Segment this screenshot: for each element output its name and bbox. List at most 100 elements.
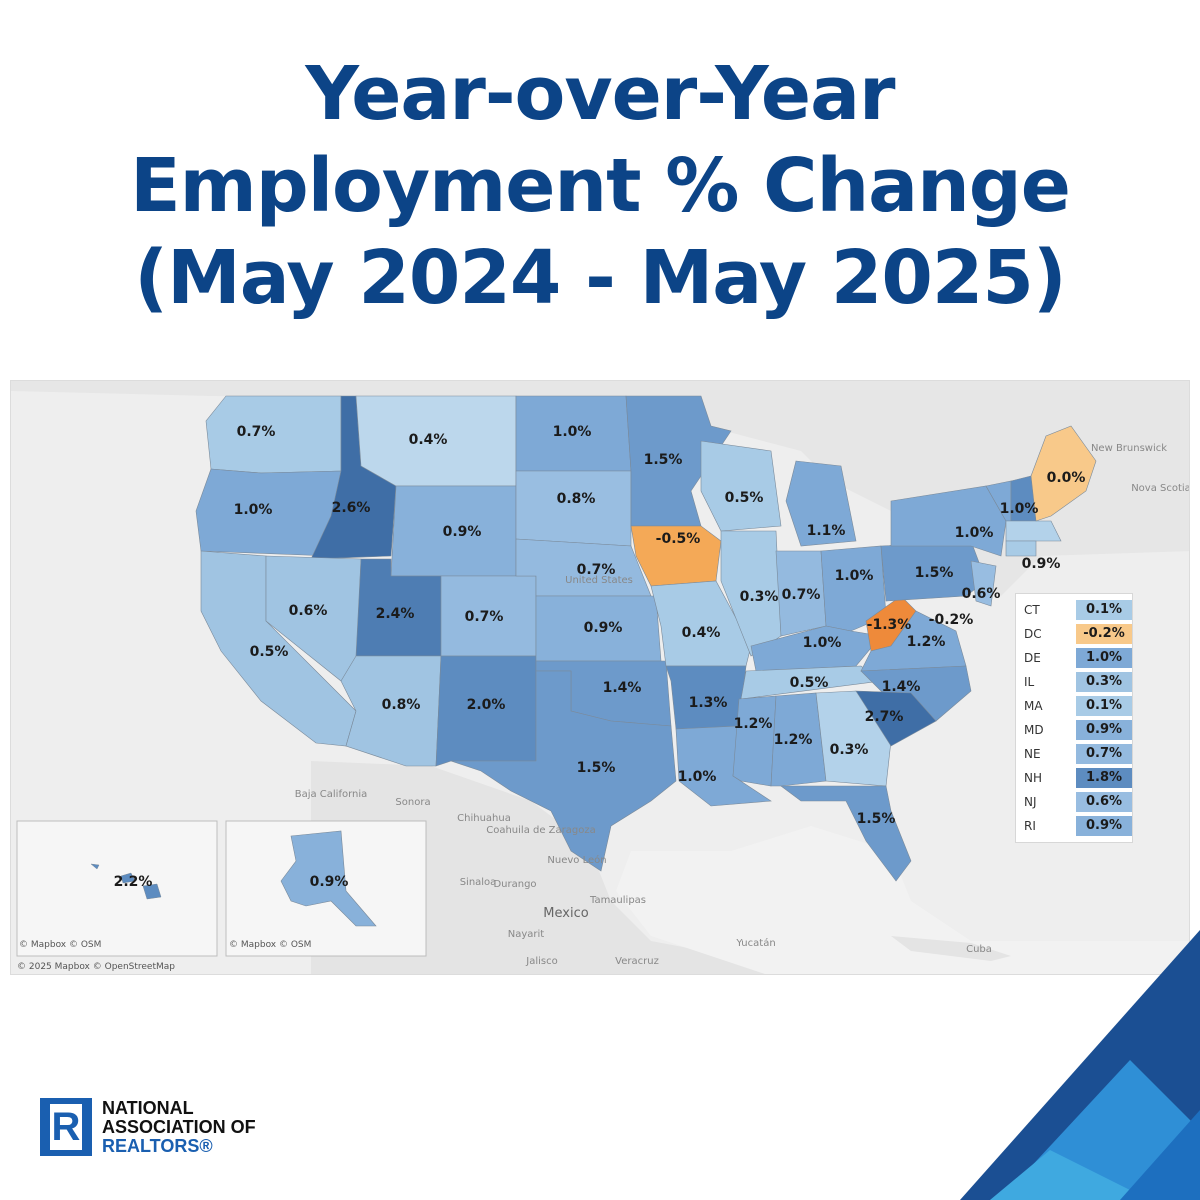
geo-label-united-states: United States <box>565 575 633 586</box>
state-label-mn: 1.5% <box>644 452 683 468</box>
state-label-ma: 0.9% <box>1022 556 1061 572</box>
legend-state-code: MD <box>1024 723 1044 737</box>
state-label-nm: 2.0% <box>467 697 506 713</box>
map-attribution: © 2025 Mapbox © OpenStreetMap <box>17 962 175 972</box>
state-label-ar: 1.3% <box>689 695 728 711</box>
state-ms[interactable] <box>732 695 777 787</box>
legend-state-code: RI <box>1024 819 1036 833</box>
state-label-wa: 0.7% <box>237 424 276 440</box>
state-label-id: 2.6% <box>332 500 371 516</box>
legend-value: 0.3% <box>1076 672 1132 692</box>
legend-value: -0.2% <box>1076 624 1132 644</box>
state-label-la: 1.0% <box>678 769 717 785</box>
state-hi[interactable] <box>90 863 162 900</box>
legend-row-il: IL 0.3% <box>1016 670 1132 694</box>
geo-label-chihuahua: Chihuahua <box>457 813 511 824</box>
geo-label-cuba: Cuba <box>966 944 992 955</box>
legend-row-dc: DC -0.2% <box>1016 622 1132 646</box>
state-label-fl: 1.5% <box>857 811 896 827</box>
legend-row-de: DE 1.0% <box>1016 646 1132 670</box>
state-label-or: 1.0% <box>234 502 273 518</box>
nar-logo[interactable]: R NATIONAL ASSOCIATION OF REALTORS® <box>40 1098 256 1156</box>
legend-row-ne: NE 0.7% <box>1016 742 1132 766</box>
state-label-ga: 0.3% <box>830 742 869 758</box>
page-title: Year-over-Year Employment % Change (May … <box>0 48 1200 324</box>
state-value-labels: 0.7% 1.0% 0.5% 2.6% 0.6% 0.4% 0.9% 2.4% 0.8% 0.7%… <box>114 424 1086 890</box>
state-tx[interactable] <box>450 670 677 872</box>
state-label-ms: 1.2% <box>734 716 773 732</box>
legend-state-code: IL <box>1024 675 1035 689</box>
state-label-ny: 1.0% <box>955 525 994 541</box>
legend-state-code: NJ <box>1024 795 1037 809</box>
nar-logo-mark: R <box>40 1098 92 1156</box>
state-label-az: 0.8% <box>382 697 421 713</box>
state-wi[interactable] <box>700 440 782 532</box>
state-label-ok: 1.4% <box>603 680 642 696</box>
geo-label-durango: Durango <box>493 879 536 890</box>
title-line-2: Employment % Change <box>130 143 1071 229</box>
logo-line-1: NATIONAL <box>102 1097 194 1118</box>
legend-value: 0.9% <box>1076 720 1132 740</box>
state-label-mi: 1.1% <box>807 523 846 539</box>
state-label-ks: 0.9% <box>584 620 623 636</box>
state-label-va: 1.2% <box>907 634 946 650</box>
geo-label-nayarit: Nayarit <box>508 929 545 940</box>
legend-state-code: DE <box>1024 651 1041 665</box>
state-al[interactable] <box>770 692 827 787</box>
state-label-tx: 1.5% <box>577 760 616 776</box>
state-label-nd: 1.0% <box>553 424 592 440</box>
state-label-ia: -0.5% <box>656 531 701 547</box>
state-label-wv: -1.3% <box>867 617 912 633</box>
state-nj[interactable] <box>970 560 997 607</box>
state-mn[interactable] <box>625 395 732 527</box>
state-label-dc: -0.2% <box>929 612 974 628</box>
legend-row-ri: RI 0.9% <box>1016 814 1132 838</box>
state-label-ak: 0.9% <box>310 874 349 890</box>
state-sc[interactable] <box>855 690 937 747</box>
state-label-il: 0.3% <box>740 589 779 605</box>
geo-label-baja-california: Baja California <box>295 789 368 800</box>
state-ak[interactable] <box>280 830 377 927</box>
title-line-3: (May 2024 - May 2025) <box>134 235 1066 321</box>
state-label-tn: 0.5% <box>790 675 829 691</box>
legend-row-nj: NJ 0.6% <box>1016 790 1132 814</box>
alaska-attribution: © Mapbox © OSM <box>229 940 311 950</box>
us-employment-map[interactable]: 0.7% 1.0% 0.5% 2.6% 0.6% 0.4% 0.9% 2.4% 0.8% 0.7%… <box>10 380 1190 975</box>
cuba-land <box>891 936 1011 961</box>
state-sd[interactable] <box>515 470 632 547</box>
state-label-ne: 0.7% <box>577 562 616 578</box>
legend-value: 0.7% <box>1076 744 1132 764</box>
hawaii-inset <box>16 820 218 957</box>
geographic-labels: New Brunswick Nova Scotia United States Baj… <box>295 443 1189 967</box>
legend-state-code: NH <box>1024 771 1042 785</box>
state-label-ca: 0.5% <box>250 644 289 660</box>
state-fl[interactable] <box>780 785 912 882</box>
state-label-ky: 1.0% <box>803 635 842 651</box>
state-label-me: 0.0% <box>1047 470 1086 486</box>
state-label-ut: 2.4% <box>376 606 415 622</box>
state-nc[interactable] <box>860 665 972 722</box>
state-label-pa: 1.5% <box>915 565 954 581</box>
geo-label-veracruz: Veracruz <box>615 956 659 967</box>
title-line-1: Year-over-Year <box>305 51 895 137</box>
state-label-wy: 0.9% <box>443 524 482 540</box>
geo-label-yucat-n: Yucatán <box>735 937 775 949</box>
state-me[interactable] <box>1030 425 1097 522</box>
geo-label-sonora: Sonora <box>395 797 430 808</box>
state-mi[interactable] <box>785 460 857 547</box>
geo-label-nuevo-le-n: Nuevo León <box>547 854 606 866</box>
legend-value: 0.6% <box>1076 792 1132 812</box>
legend-value: 0.1% <box>1076 696 1132 716</box>
state-ct[interactable] <box>1005 540 1037 557</box>
state-ma[interactable] <box>1005 520 1062 542</box>
state-label-nj: 0.6% <box>962 586 1001 602</box>
geo-label-coahuila-de-zaragoza: Coahuila de Zaragoza <box>486 825 596 836</box>
legend-row-nh: NH 1.8% <box>1016 766 1132 790</box>
state-label-mt: 0.4% <box>409 432 448 448</box>
hawaii-attribution: © Mapbox © OSM <box>19 940 101 950</box>
geo-label-jalisco: Jalisco <box>525 956 557 967</box>
legend-state-code: CT <box>1024 603 1040 617</box>
small-states-legend: CT 0.1% DC -0.2% DE 1.0% IL 0.3% MA 0.1% MD 0.9% NE 0… <box>1015 593 1133 843</box>
legend-value: 1.8% <box>1076 768 1132 788</box>
legend-state-code: MA <box>1024 699 1043 713</box>
